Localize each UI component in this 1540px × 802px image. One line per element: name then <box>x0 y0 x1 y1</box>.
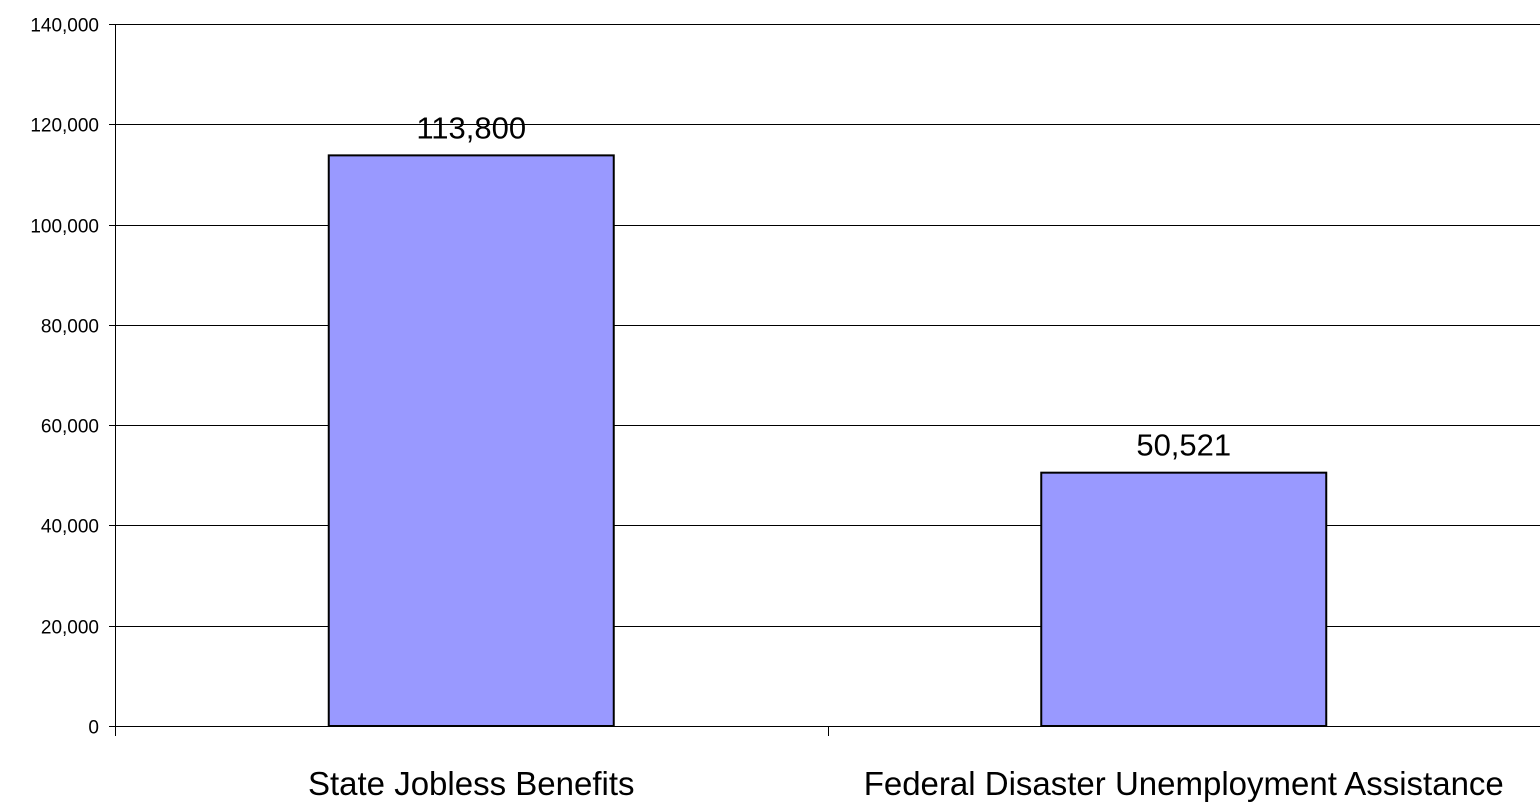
y-tick-label: 120,000 <box>30 116 99 137</box>
bar <box>1040 471 1328 727</box>
y-tick-label: 40,000 <box>41 517 99 538</box>
y-tick-label: 0 <box>88 718 99 739</box>
x-category-labels: State Jobless Benefits Federal Disaster U… <box>308 765 1504 802</box>
y-tick-label: 140,000 <box>30 16 99 37</box>
bar <box>327 154 615 728</box>
y-tick-label: 60,000 <box>41 417 99 438</box>
y-tick-label: 80,000 <box>41 317 99 338</box>
axes <box>109 24 1540 736</box>
data-label: 113,800 <box>416 110 526 145</box>
y-tick-label: 100,000 <box>30 217 99 238</box>
x-category-label: Federal Disaster Unemployment Assistance <box>864 765 1504 802</box>
y-tick-labels: 0 20,000 40,000 60,000 80,000 100,000 120,000 1… <box>30 16 99 739</box>
data-label: 50,521 <box>1136 428 1231 463</box>
data-labels: 113,800 50,521 <box>416 110 1231 462</box>
y-tick-label: 20,000 <box>41 618 99 639</box>
x-category-label: State Jobless Benefits <box>308 765 635 802</box>
